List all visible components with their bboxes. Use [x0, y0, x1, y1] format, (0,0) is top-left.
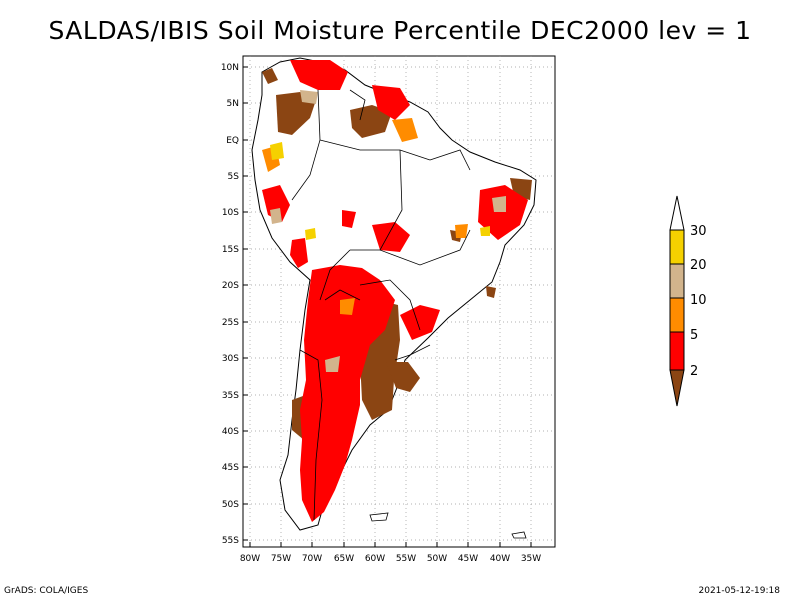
lat-label: 50S	[222, 500, 239, 510]
percentile-20-30	[270, 142, 490, 240]
lon-label: 80W	[240, 554, 260, 564]
tick-marks	[243, 66, 532, 547]
lat-label: 25S	[222, 318, 239, 328]
lon-label: 75W	[271, 554, 291, 564]
legend-swatch-2-5	[669, 331, 685, 371]
legend-swatch-5-10	[669, 297, 685, 333]
legend-swatch-20-30	[669, 229, 685, 265]
lat-label: 55S	[222, 536, 239, 546]
lat-label: 45S	[222, 463, 239, 473]
legend-top-triangle	[669, 195, 685, 231]
lat-label: 20S	[222, 281, 239, 291]
lat-label: 30S	[222, 354, 239, 364]
legend-label: 5	[690, 328, 698, 343]
lat-label: 35S	[222, 391, 239, 401]
lat-label: 15S	[222, 245, 239, 255]
map-title: SALDAS/IBIS Soil Moisture Percentile DEC…	[48, 16, 752, 45]
percentile-2-5	[262, 60, 528, 522]
lat-label: 5S	[228, 172, 240, 182]
lon-label: 35W	[521, 554, 541, 564]
legend-label: 2	[690, 364, 698, 379]
lon-label: 45W	[458, 554, 478, 564]
legend-colorbar: 30 20 10 5 2	[669, 195, 707, 407]
lon-label: 60W	[365, 554, 385, 564]
legend-label: 10	[690, 293, 707, 308]
legend-swatch-10-20	[669, 263, 685, 299]
legend-label: 30	[690, 224, 707, 239]
lat-label: 10N	[221, 63, 239, 73]
footer-timestamp: 2021-05-12-19:18	[698, 586, 781, 596]
percentile-10-20	[270, 90, 506, 372]
lat-label: EQ	[226, 136, 239, 146]
lat-labels: 10N 5N EQ 5S 10S 15S 20S 25S 30S 35S 40S…	[221, 63, 239, 546]
legend-bottom-triangle	[669, 369, 685, 407]
lat-label: 5N	[227, 99, 239, 109]
lon-label: 50W	[427, 554, 447, 564]
lon-labels: 80W 75W 70W 65W 60W 55W 50W 45W 40W 35W	[240, 554, 541, 564]
legend-label: 20	[690, 258, 707, 273]
island-east	[511, 531, 527, 539]
lat-label: 40S	[222, 427, 239, 437]
lon-label: 55W	[396, 554, 416, 564]
footer-credit: GrADS: COLA/IGES	[4, 586, 89, 596]
falkland-islands	[369, 512, 389, 522]
lon-label: 70W	[302, 554, 322, 564]
percentile-5-10	[262, 118, 468, 315]
lon-label: 40W	[490, 554, 510, 564]
lat-label: 10S	[222, 208, 239, 218]
lon-label: 65W	[334, 554, 354, 564]
country-borders	[291, 89, 471, 521]
